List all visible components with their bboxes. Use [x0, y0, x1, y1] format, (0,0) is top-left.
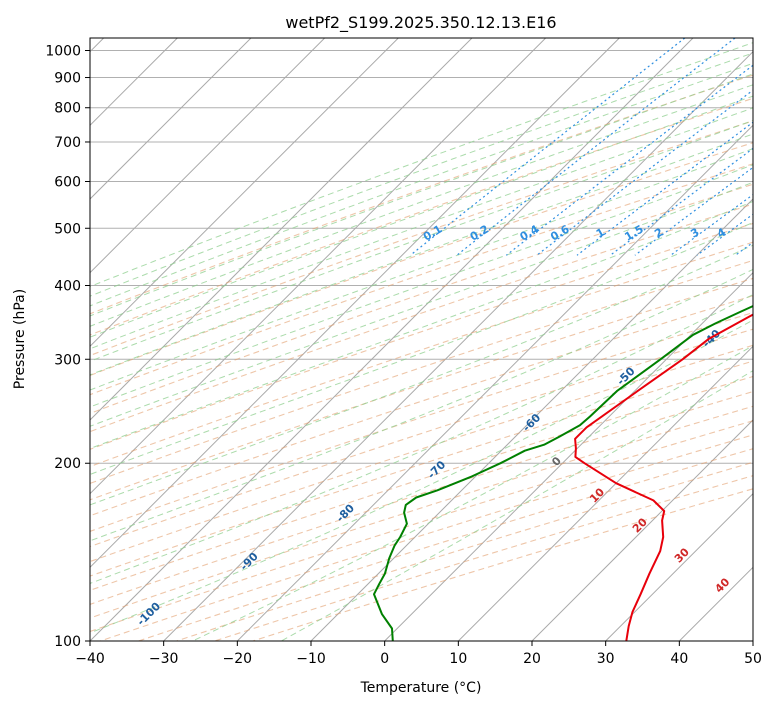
mixing-ratio-line — [670, 193, 753, 256]
dry-adiabat-line — [90, 328, 753, 548]
dry-adiabat-line — [90, 97, 753, 336]
isotherm-line — [605, 492, 753, 641]
isotherm-line — [90, 38, 326, 274]
x-tick-label: 20 — [523, 651, 541, 667]
moist-adiabat-line — [90, 84, 753, 327]
moist-adiabat-line — [90, 62, 753, 307]
moist-adiabat-line — [90, 319, 753, 634]
temperature-line — [574, 313, 753, 641]
mixing-ratio-line — [576, 121, 753, 256]
profile-series — [373, 304, 753, 641]
moist-adiabat-line — [90, 95, 753, 338]
moist-adiabat-line — [90, 293, 753, 584]
x-tick-label: 10 — [449, 651, 467, 667]
dry-adiabat-line — [90, 120, 753, 357]
y-tick-label: 700 — [54, 135, 81, 151]
y-tick-label: 500 — [54, 221, 81, 237]
y-tick-label: 200 — [54, 456, 81, 472]
dry-adiabat-line — [90, 74, 753, 315]
x-tick-label: 30 — [597, 651, 615, 667]
isotherm-line — [90, 38, 694, 641]
isobar-grid — [90, 50, 753, 641]
mixing-ratio-line — [456, 38, 736, 256]
moist-adiabat-line — [90, 133, 753, 376]
isotherm-line — [310, 198, 753, 641]
chart-title: wetPf2_S199.2025.350.12.13.E16 — [285, 13, 556, 33]
x-tick-label: −10 — [296, 651, 326, 667]
x-tick-label: −40 — [75, 651, 105, 667]
isotherm-line — [457, 345, 753, 641]
mixing-ratio-lines — [410, 38, 753, 256]
isotherm-line — [531, 419, 753, 641]
dry-adiabat-line — [90, 142, 753, 377]
moist-adiabats — [90, 42, 753, 641]
x-tick-label: −30 — [149, 651, 179, 667]
y-tick-label: 900 — [54, 71, 81, 87]
x-tick-label: 40 — [670, 651, 688, 667]
moist-adiabat-line — [90, 164, 753, 408]
y-axis-ticks: 1000 900 800 700 600 500 400 300 200 100 — [45, 44, 90, 650]
moist-adiabat-line — [90, 181, 753, 427]
y-tick-label: 1000 — [45, 44, 81, 60]
moist-adiabat-line — [90, 222, 753, 475]
y-tick-label: 400 — [54, 278, 81, 294]
isotherm-line — [90, 38, 399, 348]
dry-adiabat-line — [90, 163, 753, 396]
moist-adiabat-line — [90, 200, 753, 450]
y-axis-title: Pressure (hPa) — [12, 289, 28, 389]
y-tick-label: 800 — [54, 101, 81, 117]
x-tick-label: 0 — [380, 651, 389, 667]
x-axis-title: Temperature (°C) — [360, 680, 482, 696]
x-tick-label: 50 — [744, 651, 762, 667]
isotherm-line — [90, 38, 473, 421]
y-tick-label: 600 — [54, 175, 81, 191]
isotherm-line — [90, 38, 547, 495]
dewpoint-line — [373, 304, 753, 641]
isotherm-line — [90, 38, 252, 200]
mixing-ratio-line — [410, 38, 686, 256]
moist-adiabat-line — [192, 345, 753, 641]
dry-adiabat-line — [90, 360, 753, 577]
isotherm-line — [90, 38, 620, 569]
moist-adiabat-line — [90, 52, 753, 297]
x-axis-ticks: −40 −30 −20 −10 0 10 20 30 40 50 — [75, 641, 762, 667]
plot-frame — [89, 37, 754, 642]
moist-adiabat-line — [90, 73, 753, 317]
x-tick-label: −20 — [223, 651, 253, 667]
y-tick-label: 100 — [54, 634, 81, 650]
dry-adiabat-line — [90, 312, 753, 532]
y-tick-label: 300 — [54, 352, 81, 368]
dry-adiabat-line — [90, 222, 753, 450]
dry-adiabat-line — [90, 375, 753, 591]
dry-adiabat-line — [90, 241, 753, 468]
